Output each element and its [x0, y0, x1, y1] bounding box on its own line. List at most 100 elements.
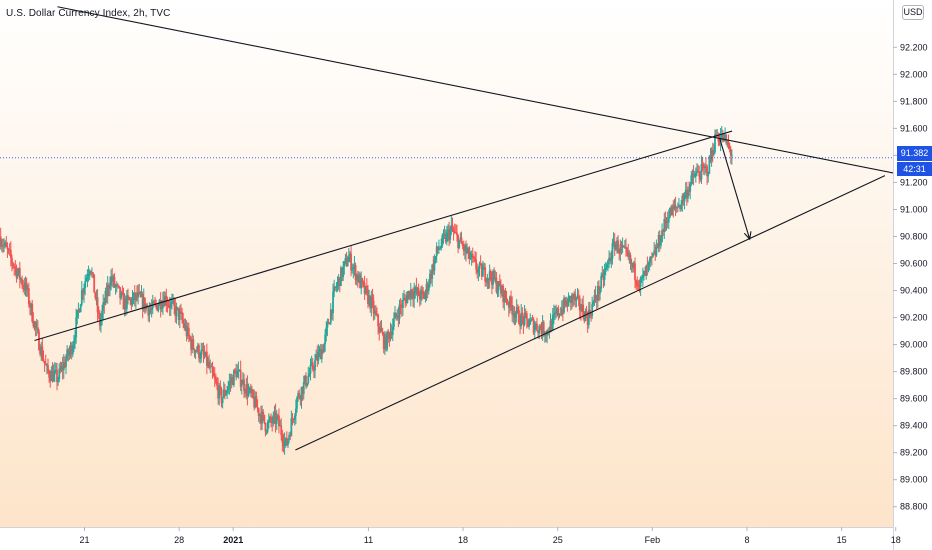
- candle-body: [438, 248, 440, 250]
- candle-body: [168, 305, 171, 308]
- candle-body: [177, 308, 180, 320]
- candle-body: [462, 246, 465, 251]
- candle-body: [86, 276, 89, 278]
- candle-body: [303, 375, 306, 383]
- candle-body: [165, 295, 168, 305]
- candle-body: [301, 387, 304, 395]
- candle-body: [667, 217, 670, 223]
- candle-body: [405, 298, 408, 304]
- candle-body: [276, 415, 279, 417]
- candle-body: [52, 372, 55, 382]
- candle-body: [411, 289, 413, 296]
- candle-body: [631, 263, 634, 269]
- candle-body: [358, 274, 360, 282]
- time-tick-label: 8: [744, 535, 749, 545]
- candle-body: [540, 329, 543, 335]
- candle-body: [493, 271, 496, 280]
- candle-body: [359, 274, 361, 289]
- candle-body: [107, 284, 110, 289]
- candle-body: [662, 230, 665, 232]
- candle-body: [413, 291, 416, 299]
- candle-body: [415, 287, 418, 294]
- candle-body: [16, 272, 19, 278]
- candle-body: [205, 351, 208, 366]
- candle-body: [231, 377, 234, 385]
- price-tick-label: 91.000: [900, 204, 928, 214]
- candle-body: [710, 149, 713, 161]
- candle-body: [699, 176, 702, 180]
- candle-body: [596, 285, 599, 301]
- candle-body: [288, 435, 291, 440]
- candle-body: [294, 408, 297, 416]
- candle-body: [423, 294, 426, 299]
- candle-body: [236, 371, 239, 378]
- candle-body: [457, 235, 460, 248]
- candle-body: [296, 397, 298, 409]
- candle-body: [629, 255, 632, 264]
- candle-body: [584, 310, 587, 322]
- candle-body: [185, 326, 188, 337]
- candle-body: [311, 362, 314, 369]
- candle-body: [604, 267, 607, 272]
- candle-body: [336, 282, 339, 288]
- candle-body: [648, 259, 651, 263]
- candle-body: [146, 304, 149, 308]
- candle-body: [238, 369, 241, 371]
- candle-body: [27, 288, 30, 305]
- candle-body: [77, 309, 80, 311]
- candle-body: [262, 411, 265, 415]
- candle-body: [130, 299, 133, 305]
- candle-body: [541, 322, 544, 335]
- currency-badge[interactable]: USD: [902, 5, 924, 20]
- candle-body: [512, 313, 515, 315]
- candle-body: [187, 327, 190, 337]
- candle-body: [182, 319, 185, 324]
- candle-body: [258, 414, 261, 416]
- candle-body: [387, 331, 390, 334]
- candle-body: [328, 323, 331, 325]
- trendline-rising-bottom: [295, 175, 886, 451]
- candle-body: [261, 411, 263, 424]
- candle-body: [563, 298, 565, 313]
- candle-body: [218, 385, 221, 399]
- candle-body: [554, 312, 556, 314]
- candle-body: [237, 370, 240, 372]
- candle-body: [724, 134, 727, 136]
- candle-body: [376, 314, 378, 316]
- time-axis[interactable]: 21 28 2021 11 18 25 Feb 8 15 18: [0, 527, 901, 550]
- candle-body: [291, 418, 294, 420]
- candle-body: [533, 327, 536, 333]
- candle-body: [669, 207, 671, 218]
- candle-body: [297, 393, 300, 398]
- candle-body: [625, 246, 627, 249]
- candle-body: [621, 246, 624, 248]
- candle-body: [118, 285, 120, 288]
- candle-body: [716, 135, 719, 137]
- candle-body: [602, 273, 605, 280]
- candle-body: [449, 229, 452, 240]
- candle-body: [532, 319, 535, 333]
- candle-body: [409, 289, 412, 299]
- candle-body: [25, 282, 28, 291]
- candle-body: [700, 164, 703, 180]
- candle-body: [557, 308, 560, 316]
- candle-body: [362, 281, 365, 284]
- candle-body: [256, 407, 259, 409]
- candle-body: [42, 358, 45, 361]
- candle-body: [369, 295, 372, 309]
- candle-body: [586, 315, 589, 326]
- candle-body: [157, 305, 160, 311]
- candle-body: [398, 304, 401, 319]
- candle-body: [394, 312, 396, 319]
- candle-body: [672, 206, 675, 209]
- candle-body: [270, 417, 272, 422]
- candle-body: [31, 303, 34, 322]
- candle-body: [390, 331, 393, 336]
- candle-body: [113, 276, 116, 287]
- candle-body: [587, 309, 590, 326]
- candle-body: [148, 309, 151, 316]
- candle-body: [531, 319, 534, 321]
- price-axis[interactable]: 88.800 89.000 89.200 89.400 89.600 89.800 90.0…: [893, 0, 932, 550]
